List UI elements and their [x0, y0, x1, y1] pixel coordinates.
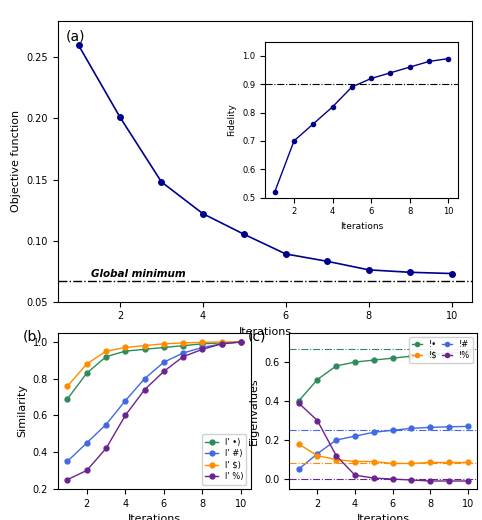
l' %)	[180, 354, 186, 360]
l' %)	[103, 445, 109, 451]
l' $)	[200, 339, 205, 345]
l' #)	[180, 350, 186, 356]
l' •)	[161, 344, 167, 350]
l' •)	[65, 396, 70, 402]
l' %)	[161, 368, 167, 374]
l' %)	[84, 467, 90, 474]
Line: l' •): l' •)	[65, 340, 243, 401]
l' •)	[238, 339, 244, 345]
Text: (b): (b)	[23, 330, 43, 344]
l' %)	[238, 339, 244, 345]
l' $)	[180, 340, 186, 346]
l' %)	[200, 346, 205, 353]
X-axis label: Iterations: Iterations	[340, 222, 383, 231]
l' #)	[238, 339, 244, 345]
l' #)	[161, 359, 167, 365]
Y-axis label: Eigenvalues: Eigenvalues	[249, 377, 258, 445]
l' #)	[142, 375, 147, 382]
l' #)	[65, 458, 70, 464]
l' $)	[161, 341, 167, 347]
l' •)	[219, 340, 225, 346]
l' $)	[219, 339, 225, 345]
Line: l' #): l' #)	[65, 340, 243, 464]
Line: l' %): l' %)	[65, 340, 243, 482]
l' #)	[84, 440, 90, 446]
Legend: !•, !$, !#, !%: !•, !$, !#, !%	[409, 337, 473, 363]
l' #)	[103, 421, 109, 427]
l' •)	[142, 346, 147, 353]
l' $)	[84, 361, 90, 367]
Text: (a): (a)	[66, 29, 86, 43]
X-axis label: Iterations: Iterations	[357, 514, 410, 520]
l' $)	[65, 383, 70, 389]
X-axis label: Iterations: Iterations	[128, 514, 181, 520]
X-axis label: Iterations: Iterations	[239, 327, 292, 337]
l' •)	[200, 341, 205, 347]
l' $)	[238, 339, 244, 345]
Text: (c): (c)	[248, 330, 267, 344]
Text: Global minimum: Global minimum	[91, 269, 186, 279]
l' $)	[103, 348, 109, 354]
l' •)	[84, 370, 90, 376]
l' %)	[219, 341, 225, 347]
Y-axis label: Fidelity: Fidelity	[228, 103, 237, 136]
Y-axis label: Objective function: Objective function	[11, 110, 21, 212]
Legend: l' •), l' #), l' $), l' %): l' •), l' #), l' $), l' %)	[202, 435, 246, 485]
l' #)	[219, 341, 225, 347]
l' %)	[142, 386, 147, 393]
l' #)	[200, 344, 205, 350]
l' %)	[122, 412, 128, 419]
l' •)	[122, 348, 128, 354]
l' $)	[122, 344, 128, 350]
l' •)	[103, 354, 109, 360]
l' #)	[122, 398, 128, 404]
l' $)	[142, 343, 147, 349]
l' %)	[65, 476, 70, 483]
l' •)	[180, 343, 186, 349]
Line: l' $): l' $)	[65, 340, 243, 388]
Y-axis label: Similarity: Similarity	[17, 384, 27, 437]
